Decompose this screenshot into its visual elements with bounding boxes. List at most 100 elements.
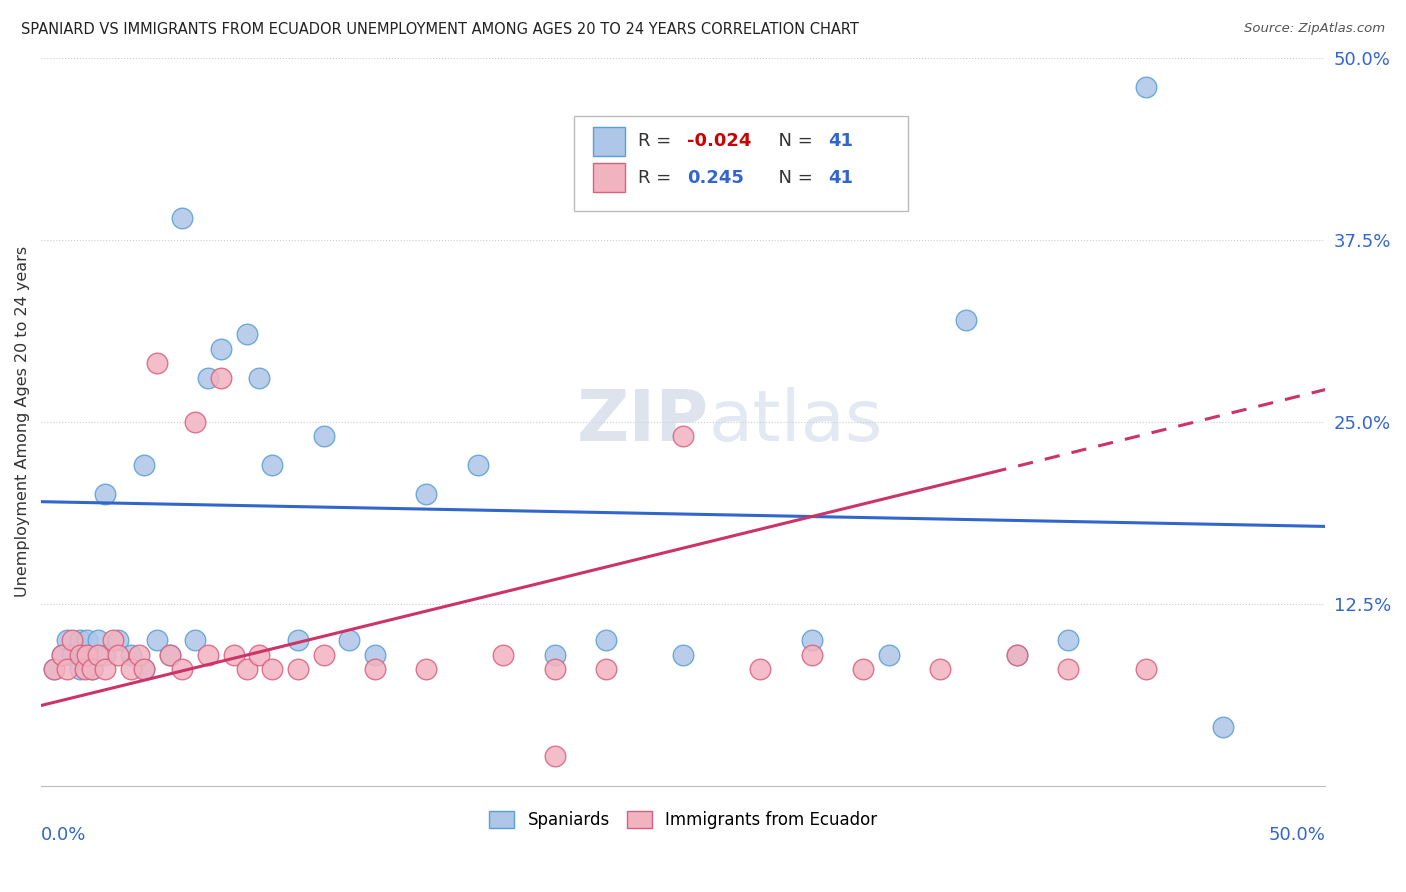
Point	[1135, 79, 1157, 94]
Point	[73, 648, 96, 662]
Text: R =: R =	[638, 169, 678, 186]
Point	[60, 632, 83, 647]
Point	[42, 662, 65, 676]
Point	[86, 648, 108, 662]
Point	[287, 632, 309, 647]
Point	[94, 648, 117, 662]
Point	[184, 415, 207, 429]
Point	[312, 429, 335, 443]
Point	[197, 371, 219, 385]
Point	[94, 487, 117, 501]
Point	[595, 662, 617, 676]
Point	[337, 632, 360, 647]
Point	[595, 632, 617, 647]
Point	[544, 749, 567, 764]
Point	[159, 648, 181, 662]
Point	[287, 662, 309, 676]
Point	[544, 648, 567, 662]
Point	[42, 662, 65, 676]
Point	[262, 458, 284, 473]
Point	[94, 662, 117, 676]
Point	[56, 662, 79, 676]
Point	[69, 662, 91, 676]
Point	[172, 211, 194, 225]
Point	[209, 342, 232, 356]
Point	[51, 648, 73, 662]
Point	[235, 662, 257, 676]
Point	[120, 662, 142, 676]
Point	[69, 632, 91, 647]
Point	[82, 662, 104, 676]
Point	[73, 662, 96, 676]
Point	[132, 458, 155, 473]
Point	[1005, 648, 1028, 662]
Point	[128, 648, 150, 662]
Point	[56, 632, 79, 647]
Point	[467, 458, 489, 473]
Point	[852, 662, 875, 676]
Text: 41: 41	[828, 169, 853, 186]
Text: 0.245: 0.245	[688, 169, 744, 186]
Text: atlas: atlas	[709, 387, 883, 456]
Text: SPANIARD VS IMMIGRANTS FROM ECUADOR UNEMPLOYMENT AMONG AGES 20 TO 24 YEARS CORRE: SPANIARD VS IMMIGRANTS FROM ECUADOR UNEM…	[21, 22, 859, 37]
Point	[249, 371, 271, 385]
Point	[262, 662, 284, 676]
Point	[672, 429, 695, 443]
Point	[132, 662, 155, 676]
Point	[184, 632, 207, 647]
Point	[364, 648, 387, 662]
Point	[1057, 662, 1080, 676]
Point	[76, 648, 98, 662]
Point	[209, 371, 232, 385]
Point	[800, 648, 823, 662]
Y-axis label: Unemployment Among Ages 20 to 24 years: Unemployment Among Ages 20 to 24 years	[15, 246, 30, 597]
Point	[132, 662, 155, 676]
Text: ZIP: ZIP	[576, 387, 709, 456]
Point	[492, 648, 515, 662]
Point	[672, 648, 695, 662]
Point	[86, 632, 108, 647]
Point	[364, 662, 387, 676]
Point	[60, 648, 83, 662]
Point	[544, 662, 567, 676]
Point	[877, 648, 900, 662]
Text: N =: N =	[766, 169, 818, 186]
Point	[69, 648, 91, 662]
Point	[749, 662, 772, 676]
Point	[222, 648, 245, 662]
Point	[1135, 662, 1157, 676]
Legend: Spaniards, Immigrants from Ecuador: Spaniards, Immigrants from Ecuador	[482, 804, 884, 836]
Point	[101, 632, 124, 647]
Point	[76, 632, 98, 647]
Point	[159, 648, 181, 662]
Point	[415, 487, 437, 501]
Text: N =: N =	[766, 132, 818, 151]
Point	[249, 648, 271, 662]
Text: 50.0%: 50.0%	[1268, 826, 1326, 844]
Point	[955, 312, 977, 326]
Point	[145, 632, 167, 647]
Point	[82, 662, 104, 676]
Text: R =: R =	[638, 132, 678, 151]
Point	[120, 648, 142, 662]
Text: 41: 41	[828, 132, 853, 151]
Point	[800, 632, 823, 647]
Point	[51, 648, 73, 662]
Point	[1005, 648, 1028, 662]
Point	[107, 632, 129, 647]
Point	[172, 662, 194, 676]
Bar	[593, 163, 626, 193]
Bar	[574, 116, 908, 211]
Point	[312, 648, 335, 662]
Point	[1057, 632, 1080, 647]
Text: -0.024: -0.024	[688, 132, 751, 151]
Point	[145, 356, 167, 370]
Text: 0.0%: 0.0%	[41, 826, 87, 844]
Text: Source: ZipAtlas.com: Source: ZipAtlas.com	[1244, 22, 1385, 36]
Point	[197, 648, 219, 662]
Bar	[593, 127, 626, 156]
Point	[235, 327, 257, 342]
Point	[929, 662, 952, 676]
Point	[107, 648, 129, 662]
Point	[415, 662, 437, 676]
